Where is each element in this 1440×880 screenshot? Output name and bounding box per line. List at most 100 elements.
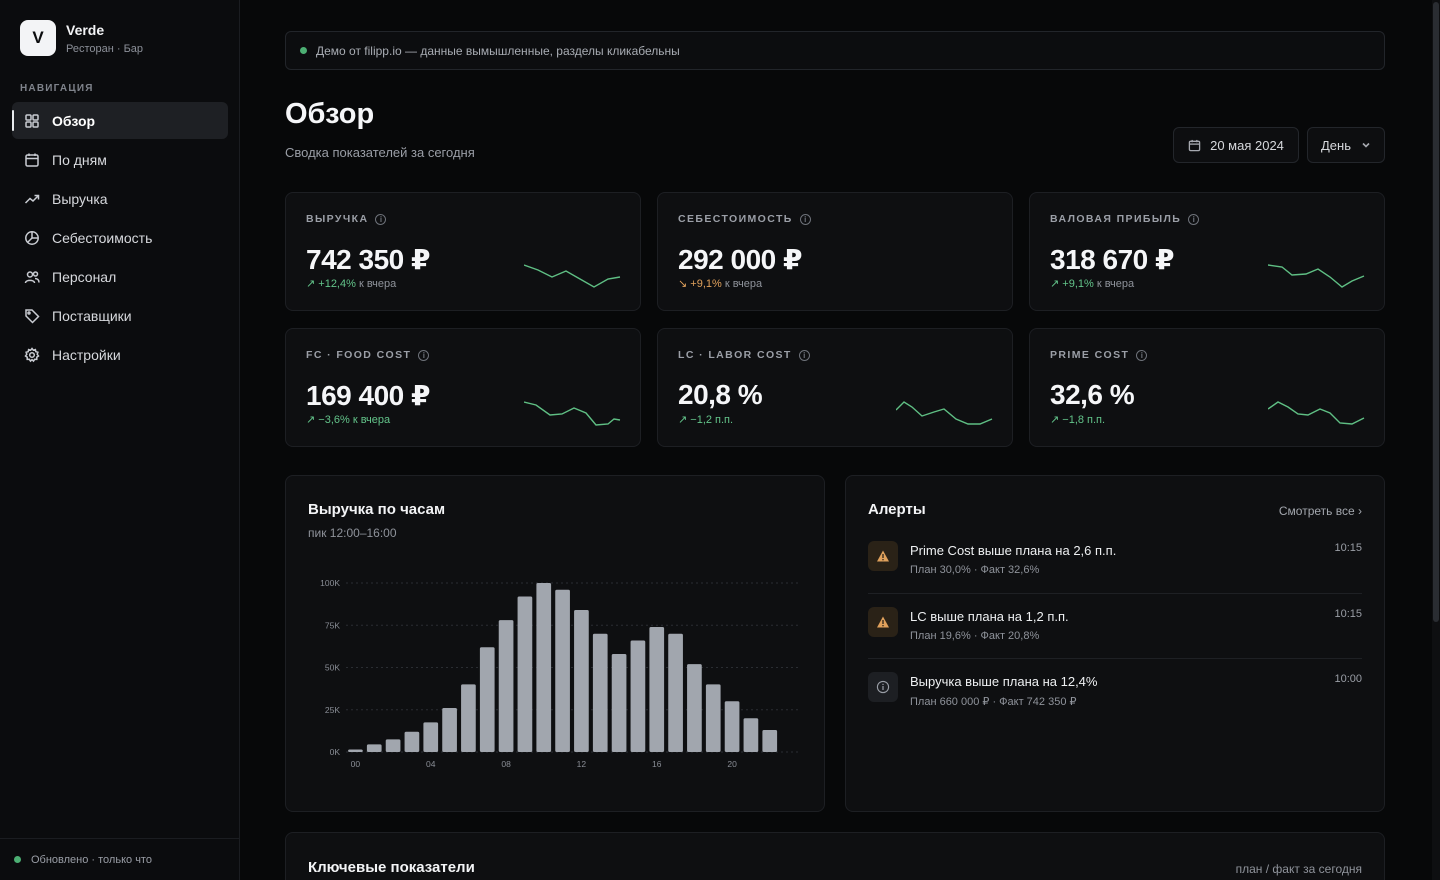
kpi-card-gross-profit[interactable]: ВАЛОВАЯ ПРИБЫЛЬ i 318 670 ₽ ↗ +9,1% к вче… [1029,192,1385,311]
bar-08[interactable] [498,620,514,752]
scrollbar-thumb[interactable] [1433,2,1439,622]
status-dot [300,47,307,54]
kpi-card-revenue[interactable]: ВЫРУЧКА i 742 350 ₽ ↗ +12,4% к вчера [285,192,641,311]
kpi-delta-value: ↗ +9,1% [1050,278,1094,290]
bar-03[interactable] [404,731,420,752]
bar-20[interactable] [724,701,740,752]
bar-11[interactable] [555,589,570,752]
info-icon[interactable]: i [798,349,810,361]
bar-10[interactable] [536,583,552,752]
kpi-delta-value: ↘ +9,1% [678,278,722,290]
alert-title: Prime Cost выше плана на 2,6 п.п. [910,543,1117,558]
x-tick-label: 04 [426,759,436,769]
kpi-label-container: FC · FOOD COST i [306,349,430,361]
sidebar-item-label: Поставщики [52,307,132,324]
info-icon [868,672,898,702]
bar-16[interactable] [649,626,665,752]
kpi-delta: ↗ −1,8 п.п. [1050,413,1105,426]
alert-time: 10:00 [1334,673,1362,685]
info-icon[interactable]: i [418,349,430,361]
kpi-value: 742 350 ₽ [306,244,430,275]
kpi-card-labor-cost[interactable]: LC · LABOR COST i 20,8 % ↗ −1,2 п.п. [657,328,1013,447]
sparkline [1268,264,1365,288]
sidebar-nav: Обзор По дням Выручка Себестоимость Перс… [12,102,228,375]
brand-subtitle: Ресторан · Бар [66,42,144,55]
bar-04[interactable] [423,722,439,752]
kpi-delta: ↗ +12,4% к вчера [306,277,396,290]
info-icon[interactable]: i [1136,349,1148,361]
divider [868,593,1362,594]
kpi-label-container: СЕБЕСТОИМОСТЬ i [678,213,811,225]
kpi-delta-value: ↗ −3,6% к вчера [306,414,391,426]
sidebar-item-revenue[interactable]: Выручка [12,180,228,217]
x-tick-label: 16 [652,759,662,769]
sidebar: V Verde Ресторан · Бар НАВИГАЦИЯ Обзор П… [0,0,240,880]
users-icon [24,269,40,285]
kpi-value: 292 000 ₽ [678,244,802,275]
sparkline [524,264,621,288]
see-all-alerts-link[interactable]: Смотреть все › [1278,504,1362,518]
bar-12[interactable] [574,610,589,752]
sidebar-item-label: Обзор [52,112,96,129]
calendar-icon [1188,139,1201,151]
bar-19[interactable] [705,684,721,752]
kpi-card-cost[interactable]: СЕБЕСТОИМОСТЬ i 292 000 ₽ ↘ +9,1% к вчера [657,192,1013,311]
key-metrics-title: Ключевые показатели [308,859,475,876]
alert-title: Выручка выше плана на 12,4% [910,674,1098,689]
bar-07[interactable] [479,647,495,752]
demo-banner: Демо от filipp.io — данные вымышленные, … [285,31,1385,70]
alert-detail: План 30,0% · Факт 32,6% [910,564,1040,576]
y-tick-label: 50K [325,663,340,673]
gear-icon [24,346,40,363]
kpi-delta-suffix: к вчера [724,278,763,290]
sidebar-item-staff[interactable]: Персонал [12,258,228,295]
brand-logo: V [20,20,56,56]
sidebar-item-settings[interactable]: Настройки [12,336,228,373]
key-metrics-panel: Ключевые показатели план / факт за сегод… [285,832,1385,880]
brand[interactable]: V Verde Ресторан · Бар [20,20,143,56]
kpi-value: 20,8 % [678,379,763,410]
chart-title: Выручка по часам [308,501,446,518]
kpi-label: LC · LABOR COST [678,349,792,361]
info-icon[interactable]: i [799,213,811,225]
period-select[interactable]: День [1307,127,1385,163]
kpi-card-food-cost[interactable]: FC · FOOD COST i 169 400 ₽ ↗ −3,6% к вчер… [285,328,641,447]
x-tick-label: 00 [351,759,361,769]
kpi-card-prime-cost[interactable]: PRIME COST i 32,6 % ↗ −1,8 п.п. [1029,328,1385,447]
info-icon[interactable]: i [1188,213,1200,225]
update-status: Обновлено · только что [0,838,240,880]
kpi-label-container: ВЫРУЧКА i [306,213,387,225]
kpi-delta: ↗ +9,1% к вчера [1050,277,1134,290]
page-title: Обзор [285,98,375,130]
bar-14[interactable] [611,653,627,752]
bar-17[interactable] [668,633,683,752]
bar-13[interactable] [592,633,608,752]
kpi-delta-suffix: к вчера [1096,278,1135,290]
kpi-label-container: LC · LABOR COST i [678,349,810,361]
x-tick-label: 08 [501,759,511,769]
bar-05[interactable] [442,708,457,752]
pie-icon [24,230,40,246]
sidebar-item-by-days[interactable]: По дням [12,141,228,178]
bar-06[interactable] [461,684,476,752]
page-scrollbar[interactable] [1432,0,1440,880]
bar-22[interactable] [762,730,778,752]
bar-15[interactable] [630,640,646,752]
date-picker-button[interactable]: 20 мая 2024 [1173,127,1299,163]
bar-00[interactable] [348,749,363,752]
alert-detail: План 660 000 ₽ · Факт 742 350 ₽ [910,696,1077,708]
info-icon[interactable]: i [375,213,387,225]
bar-18[interactable] [687,664,702,752]
sidebar-item-label: Выручка [52,190,108,207]
bar-21[interactable] [743,718,759,752]
sidebar-item-suppliers[interactable]: Поставщики [12,297,228,334]
bar-02[interactable] [385,739,401,752]
chevron-down-icon [1362,142,1370,148]
kpi-delta: ↘ +9,1% к вчера [678,277,762,290]
update-status-text: Обновлено · только что [31,853,152,866]
sidebar-item-cost[interactable]: Себестоимость [12,219,228,256]
bar-01[interactable] [366,744,382,752]
sidebar-item-overview[interactable]: Обзор [12,102,228,139]
x-tick-label: 20 [727,759,737,769]
bar-09[interactable] [517,596,533,752]
